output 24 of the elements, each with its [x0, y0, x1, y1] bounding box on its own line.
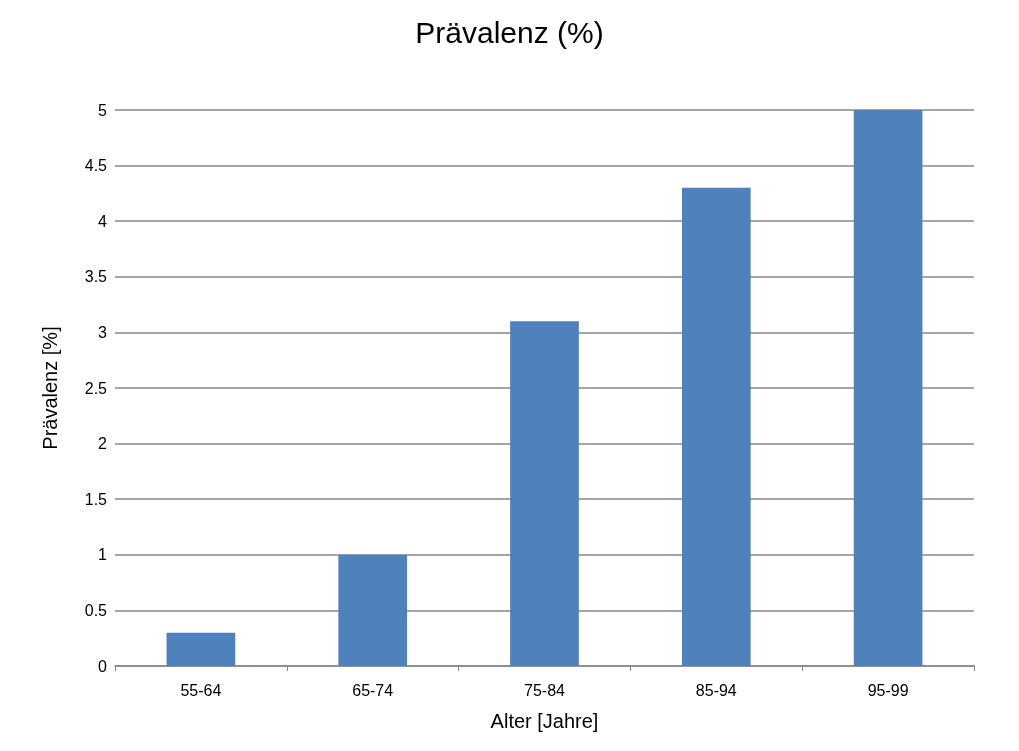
x-tick-label: 85-94 [695, 681, 737, 699]
y-tick-label: 4.5 [84, 157, 108, 175]
y-tick-label: 0 [98, 657, 108, 675]
bar [510, 321, 579, 666]
bar [853, 110, 923, 666]
y-tick-label: 3 [98, 323, 108, 341]
x-axis-title: Alter [Jahre] [490, 710, 599, 732]
x-tick-label: 75-84 [524, 681, 566, 699]
y-tick-label: 3.5 [84, 268, 108, 286]
chart-title: Prävalenz (%) [415, 15, 604, 49]
y-tick-label: 0.5 [84, 601, 108, 619]
y-tick-label: 1 [98, 546, 108, 564]
x-tick-label: 95-99 [867, 681, 909, 699]
x-tick-label: 65-74 [352, 681, 394, 699]
y-tick-label: 1.5 [84, 490, 108, 508]
y-tick-label: 2.5 [84, 379, 108, 397]
bar [338, 554, 408, 666]
y-tick-label: 2 [98, 435, 108, 453]
y-axis-title: Prävalenz [%] [39, 326, 61, 450]
y-tick-label: 4 [98, 212, 108, 230]
x-tick-label: 55-64 [180, 681, 222, 699]
bar [681, 187, 751, 666]
bar [166, 632, 236, 666]
y-tick-label: 5 [98, 101, 108, 119]
